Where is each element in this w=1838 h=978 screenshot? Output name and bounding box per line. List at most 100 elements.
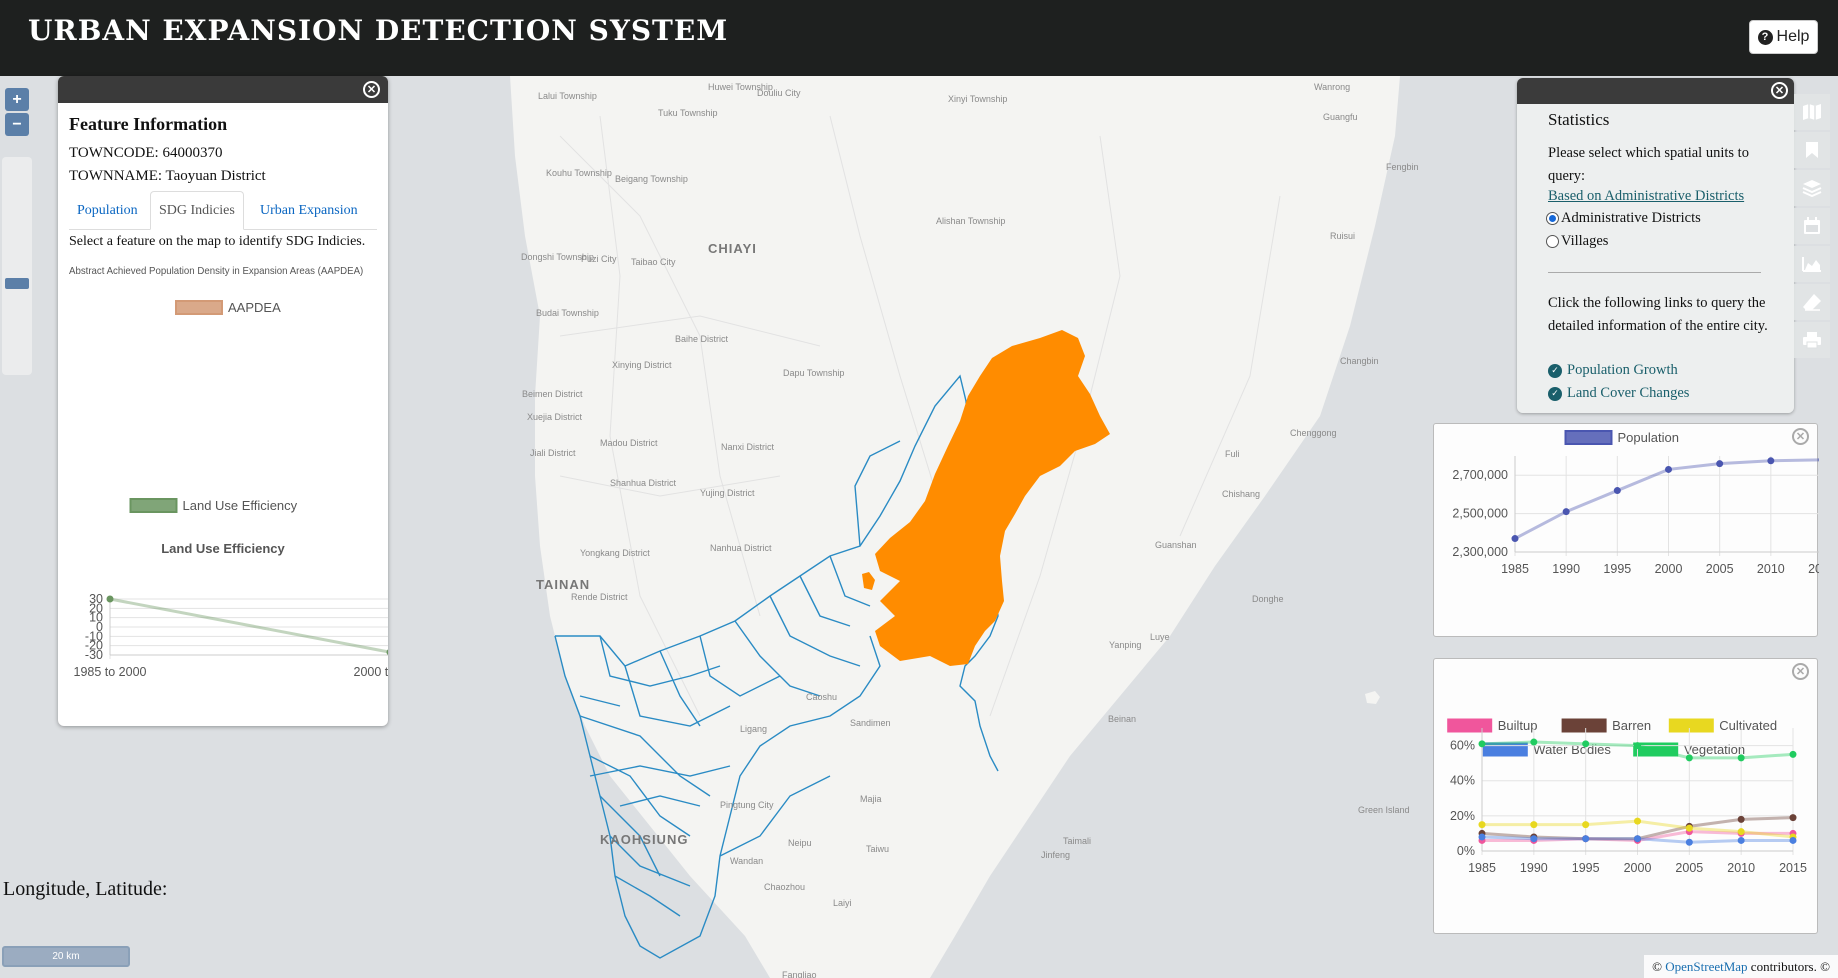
data-point bbox=[1665, 465, 1672, 473]
legend-label: AAPDEA bbox=[228, 300, 281, 315]
radio-administrative-districts[interactable]: Administrative Districts bbox=[1546, 210, 1701, 227]
y-tick-label: 30 bbox=[89, 592, 103, 606]
y-tick-label: 0% bbox=[1457, 844, 1475, 858]
legend-label: Cultivated bbox=[1719, 718, 1777, 733]
x-tick-label: 1985 to 2000 bbox=[74, 665, 147, 679]
x-tick-label: 2010 bbox=[1757, 562, 1785, 576]
radio-villages[interactable]: Villages bbox=[1546, 233, 1608, 250]
land-cover-changes-link[interactable]: ✓ Land Cover Changes bbox=[1548, 385, 1689, 402]
townname-text: TOWNNAME: Taoyuan District bbox=[69, 168, 266, 184]
eraser-button[interactable] bbox=[1794, 284, 1830, 320]
attribution-suffix: contributors. © bbox=[1750, 958, 1830, 974]
eraser-icon bbox=[1803, 294, 1821, 311]
help-button[interactable]: ? Help bbox=[1749, 20, 1818, 54]
legend-swatch bbox=[1564, 430, 1613, 445]
close-icon[interactable]: ✕ bbox=[363, 81, 380, 98]
population-growth-link[interactable]: ✓ Population Growth bbox=[1548, 362, 1678, 379]
tab-urban-expansion[interactable]: Urban Expansion bbox=[260, 202, 358, 218]
data-point bbox=[1716, 460, 1724, 468]
legend-label: Barren bbox=[1612, 718, 1651, 733]
calendar-icon bbox=[1804, 217, 1820, 234]
data-point bbox=[1818, 458, 1819, 462]
legend-label: Land Use Efficiency bbox=[183, 498, 298, 513]
data-point bbox=[1634, 742, 1641, 750]
zoom-slider[interactable] bbox=[2, 157, 32, 375]
close-icon[interactable]: ✕ bbox=[1771, 82, 1788, 99]
tab-sdg-indicies[interactable]: SDG Indicies bbox=[150, 191, 244, 230]
place-label: Majia bbox=[860, 794, 882, 804]
place-label: Wanrong bbox=[1314, 82, 1351, 92]
close-icon[interactable]: ✕ bbox=[1792, 663, 1809, 680]
place-label: Kouhu Township bbox=[546, 168, 612, 178]
legend-swatch bbox=[1447, 718, 1493, 733]
query-links-prompt: Click the following links to query the d… bbox=[1548, 295, 1768, 334]
place-label: Xinyi Township bbox=[948, 94, 1008, 104]
aapdea-section-title: Abstract Achieved Population Density in … bbox=[69, 265, 364, 277]
x-tick-label: 1990 bbox=[1520, 861, 1548, 875]
legend-swatch bbox=[1561, 718, 1607, 733]
app-title: URBAN EXPANSION DETECTION SYSTEM bbox=[28, 14, 729, 47]
scale-bar: 20 km bbox=[2, 946, 130, 967]
place-label: Xuejia District bbox=[527, 412, 583, 422]
link-label: Land Cover Changes bbox=[1567, 385, 1690, 401]
x-tick-label: 2000 bbox=[1655, 562, 1683, 576]
y-tick-label: 40% bbox=[1450, 774, 1475, 788]
zoom-out-button[interactable]: − bbox=[5, 113, 29, 136]
administrative-districts-link[interactable]: Based on Administrative Districts bbox=[1548, 188, 1745, 204]
place-label: TAINAN bbox=[536, 577, 591, 592]
x-tick-label: 2015 bbox=[1808, 562, 1819, 576]
place-label: Yongkang District bbox=[580, 548, 650, 558]
place-label: Nanhua District bbox=[710, 543, 772, 553]
data-point bbox=[1530, 821, 1538, 829]
place-label: Madou District bbox=[600, 438, 658, 448]
legend-swatch bbox=[1668, 718, 1714, 733]
help-label: Help bbox=[1776, 28, 1810, 45]
print-icon bbox=[1803, 332, 1821, 349]
data-point bbox=[1582, 740, 1590, 748]
feature-info-panel: ✕ Feature Information TOWNCODE: 64000370… bbox=[58, 76, 388, 726]
layers-button[interactable] bbox=[1794, 170, 1830, 206]
data-point bbox=[1478, 821, 1486, 829]
spatial-unit-prompt: Please select which spatial units to que… bbox=[1548, 145, 1749, 184]
data-point bbox=[1685, 754, 1693, 762]
radio-button[interactable] bbox=[1546, 212, 1559, 225]
zoom-in-button[interactable]: + bbox=[5, 88, 29, 111]
map-icon bbox=[1803, 104, 1821, 120]
data-point bbox=[1530, 738, 1538, 746]
calendar-button[interactable] bbox=[1794, 208, 1830, 244]
legend-label: Population bbox=[1618, 430, 1679, 445]
close-icon[interactable]: ✕ bbox=[1792, 428, 1809, 445]
y-tick-label: -30 bbox=[85, 648, 103, 662]
legend-swatch bbox=[129, 498, 178, 513]
statistics-chart-button[interactable] bbox=[1794, 246, 1830, 282]
x-tick-label: 2015 bbox=[1779, 861, 1807, 875]
data-point bbox=[1685, 824, 1693, 832]
place-label: Jiali District bbox=[530, 448, 576, 458]
place-label: Beinan bbox=[1108, 714, 1137, 724]
y-tick-label: -10 bbox=[85, 629, 103, 643]
statistics-title: Statistics bbox=[1548, 110, 1610, 129]
place-label: Ligang bbox=[740, 724, 768, 734]
place-label: Beimen District bbox=[522, 389, 583, 399]
tab-population[interactable]: Population bbox=[77, 202, 138, 218]
aapdea-chart: AAPDEA200150100500-501985_to_20002000_to… bbox=[175, 300, 281, 315]
openstreetmap-link[interactable]: OpenStreetMap bbox=[1665, 958, 1748, 974]
y-tick-label: 20 bbox=[89, 601, 103, 615]
question-circle-icon: ? bbox=[1757, 29, 1773, 45]
place-label: Jinfeng bbox=[1041, 850, 1071, 860]
x-tick-label: 1985 bbox=[1501, 562, 1529, 576]
place-label: Sandimen bbox=[850, 718, 891, 728]
print-button[interactable] bbox=[1794, 322, 1830, 358]
place-label: Fengbin bbox=[1386, 162, 1419, 172]
zoom-slider-thumb[interactable] bbox=[5, 278, 29, 289]
map-attribution: © OpenStreetMap contributors. © bbox=[1644, 955, 1838, 978]
place-label: Chishang bbox=[1222, 489, 1261, 499]
land-use-efficiency-chart: Land Use Efficiency Land Use Efficiency 30… bbox=[74, 498, 388, 679]
bookmark-button[interactable] bbox=[1794, 132, 1830, 168]
place-label: Green Island bbox=[1358, 805, 1410, 815]
place-label: Baihe District bbox=[675, 334, 729, 344]
place-label: Caoshu bbox=[806, 692, 838, 702]
basemap-button[interactable] bbox=[1794, 94, 1830, 130]
radio-button[interactable] bbox=[1546, 235, 1559, 248]
data-point bbox=[1685, 838, 1693, 846]
